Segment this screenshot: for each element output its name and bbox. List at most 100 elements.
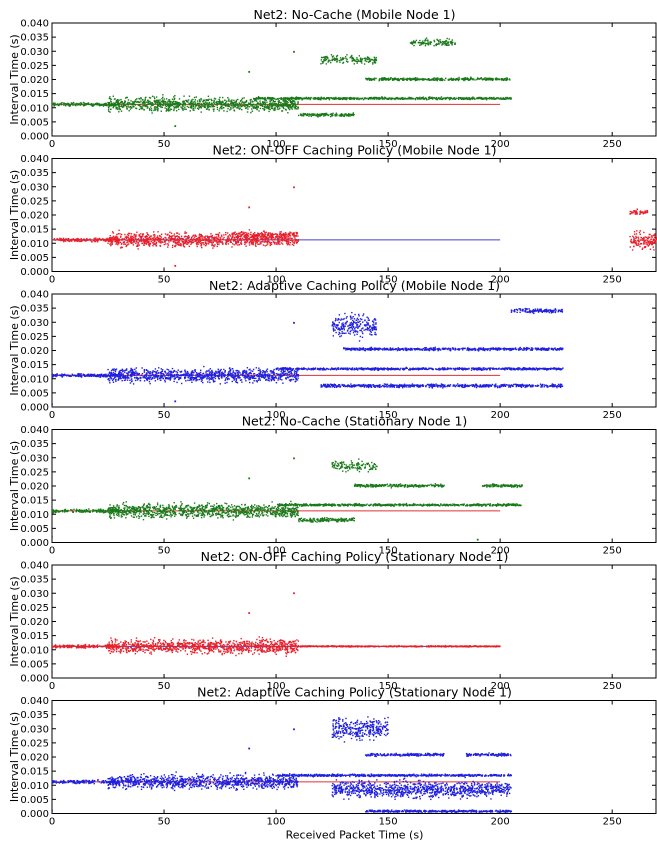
data-point (276, 98, 279, 100)
data-point (287, 243, 290, 245)
data-point (654, 242, 657, 244)
data-point (102, 103, 104, 106)
data-point (262, 244, 265, 246)
data-point (373, 78, 376, 81)
data-point (353, 98, 356, 100)
data-point (249, 99, 251, 101)
data-point (261, 103, 263, 105)
data-point (368, 97, 371, 99)
data-point (146, 241, 148, 244)
data-point (288, 234, 291, 236)
data-point (290, 107, 293, 109)
data-point (228, 105, 231, 108)
data-point (366, 77, 368, 80)
data-point (168, 237, 171, 239)
data-point (121, 375, 123, 377)
data-point (126, 107, 128, 110)
data-point (197, 241, 199, 244)
data-point (252, 106, 254, 108)
data-point (351, 113, 354, 116)
data-point (87, 373, 89, 375)
data-point (295, 232, 298, 235)
data-point (137, 245, 139, 247)
data-point (174, 236, 176, 238)
data-point (231, 373, 234, 375)
data-point (258, 374, 261, 376)
data-point (136, 377, 138, 379)
data-point (372, 78, 374, 80)
data-point (89, 239, 91, 241)
data-point (228, 371, 230, 373)
subplot-title: Net2: ON-OFF Caching Policy (Mobile Node… (212, 143, 496, 158)
data-point (111, 379, 114, 382)
data-point (118, 229, 120, 231)
data-point (234, 105, 237, 108)
data-point (643, 240, 645, 243)
data-point (143, 371, 146, 373)
data-point (479, 98, 482, 100)
data-point (181, 101, 184, 103)
data-point (396, 97, 399, 99)
data-point (165, 239, 168, 242)
data-point (444, 98, 447, 100)
data-point (135, 240, 138, 242)
data-point (243, 103, 246, 105)
data-point (219, 96, 221, 99)
data-point (67, 240, 70, 242)
data-point (152, 245, 154, 247)
y-tick-label: 0.015 (20, 360, 49, 371)
data-point (245, 236, 247, 238)
data-point (140, 100, 142, 102)
data-point (442, 97, 444, 100)
data-point (401, 98, 404, 100)
data-point (332, 58, 335, 60)
data-point (151, 102, 154, 105)
data-point (271, 97, 273, 99)
data-point (457, 79, 460, 82)
data-point (250, 238, 253, 241)
data-point (278, 100, 280, 102)
data-point (497, 78, 499, 80)
data-point (194, 107, 196, 109)
data-point (103, 239, 105, 242)
data-point (374, 62, 377, 64)
data-point (153, 239, 155, 241)
data-point (142, 102, 144, 105)
data-point (211, 237, 213, 239)
data-point (316, 114, 318, 117)
data-point (505, 79, 507, 82)
data-point (204, 242, 207, 245)
data-point (238, 233, 240, 235)
data-point (159, 99, 161, 101)
data-point (333, 98, 336, 100)
data-point (183, 95, 185, 97)
data-point (219, 238, 222, 240)
data-point (230, 238, 233, 240)
data-point (80, 103, 83, 106)
data-point (268, 232, 270, 234)
data-point (131, 238, 133, 240)
data-point (203, 237, 205, 239)
data-point (161, 373, 164, 375)
data-point (74, 104, 76, 106)
data-point (172, 244, 174, 247)
data-point (187, 106, 190, 109)
data-point (282, 239, 284, 241)
data-point (176, 241, 179, 244)
data-point (105, 373, 107, 376)
data-point (257, 95, 260, 98)
data-point (317, 116, 319, 118)
data-point (170, 239, 172, 241)
data-point (160, 110, 162, 112)
data-point (199, 105, 202, 107)
data-point (364, 59, 366, 61)
data-point (292, 233, 294, 235)
data-point (295, 98, 297, 101)
data-point (653, 234, 655, 236)
data-point (123, 238, 125, 240)
data-point (72, 238, 75, 240)
data-point (100, 374, 102, 377)
data-point-outlier (293, 50, 295, 53)
data-point (306, 113, 308, 115)
data-point (154, 243, 156, 245)
